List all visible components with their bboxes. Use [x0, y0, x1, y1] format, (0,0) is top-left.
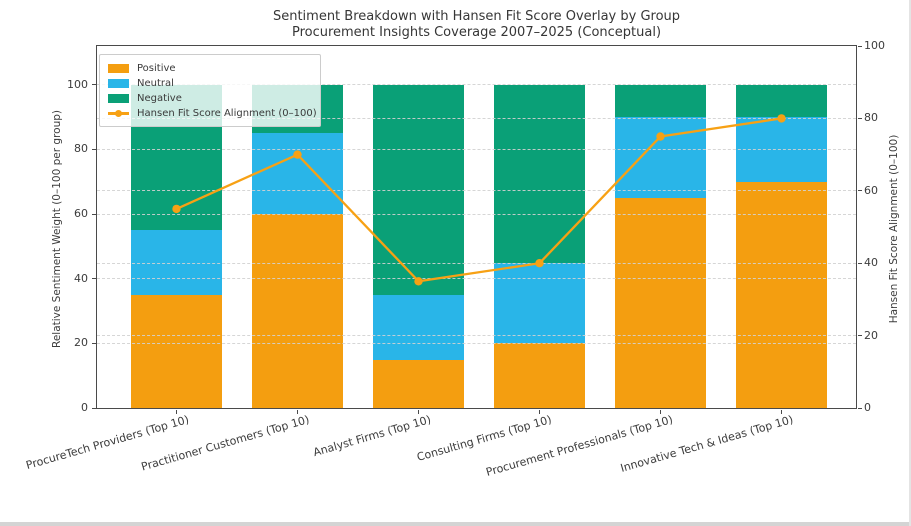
bar-segment-negative: [615, 84, 706, 118]
y-tick-label-left: 80: [74, 142, 88, 156]
hansen-line: [176, 117, 782, 283]
chart-title-block: Sentiment Breakdown with Hansen Fit Scor…: [96, 9, 857, 41]
y-tick-label-left: 20: [74, 336, 88, 350]
gridline: [97, 117, 856, 119]
chart-title: Sentiment Breakdown with Hansen Fit Scor…: [272, 9, 681, 24]
tick-mark: [781, 410, 783, 414]
bar-segment-neutral: [131, 230, 222, 295]
hansen-line-overlay: [172, 114, 786, 286]
tick-mark: [92, 148, 96, 151]
hansen-line-marker: [172, 204, 181, 214]
bar-segment-positive: [736, 181, 827, 408]
tick-mark: [92, 84, 96, 86]
legend-item: Hansen Fit Score Alignment (0–100): [108, 106, 317, 120]
tick-mark: [297, 410, 299, 414]
legend-item: Negative: [108, 91, 312, 105]
hansen-line-marker: [656, 132, 665, 141]
tick-mark: [418, 410, 420, 414]
y-tick-label-left: 40: [74, 271, 88, 285]
hansen-line-marker: [777, 114, 786, 123]
tick-mark: [858, 407, 862, 409]
gridline: [97, 278, 856, 280]
bar-segment-neutral: [494, 262, 585, 344]
tick-mark: [858, 45, 862, 47]
bar-segment-neutral: [252, 133, 343, 215]
y-tick-label-right: 40: [864, 256, 878, 270]
tick-mark: [858, 190, 862, 192]
legend-item: Positive: [108, 61, 312, 75]
tick-mark: [660, 410, 662, 414]
hansen-line-marker: [293, 150, 302, 159]
tick-mark: [539, 410, 541, 414]
bar-segment-positive: [373, 359, 464, 408]
legend-line-marker: [115, 109, 122, 117]
bar-segment-negative: [736, 84, 827, 118]
legend-swatch-line: [108, 109, 129, 118]
hansen-line-marker: [535, 259, 544, 268]
tick-mark: [858, 262, 862, 264]
gridline: [97, 213, 856, 215]
y-tick-label-right: 0: [864, 401, 871, 414]
tick-mark: [92, 407, 96, 409]
right-edge-strip: [909, 0, 911, 526]
legend-swatch-negative: [108, 93, 129, 103]
legend: Positive Neutral Negative Hansen Fit Score …: [99, 54, 321, 127]
gridline: [97, 342, 856, 344]
gridline: [97, 148, 856, 150]
tick-mark: [858, 117, 862, 120]
bar-segment-positive: [615, 197, 706, 408]
bar-segment-positive: [131, 294, 222, 408]
legend-swatch-positive: [108, 63, 129, 73]
tick-mark: [92, 278, 96, 280]
y-tick-label-right: 60: [864, 183, 878, 197]
legend-label: Positive: [137, 62, 176, 74]
y-tick-label-right: 100: [864, 39, 885, 52]
gridlines-layer: [97, 46, 856, 408]
tick-mark: [92, 213, 96, 215]
y-axis-label-right: Hansen Fit Score Alignment (0–100): [888, 134, 900, 324]
y-tick-label-left: 100: [67, 77, 88, 91]
legend-label: Hansen Fit Score Alignment (0–100): [137, 107, 317, 119]
bar-segment-neutral: [373, 294, 464, 360]
y-tick-label-left: 0: [81, 401, 88, 414]
gridline: [97, 262, 856, 264]
bar-segment-negative: [373, 84, 464, 295]
bar-segment-positive: [252, 214, 343, 408]
y-tick-label-right: 80: [864, 111, 878, 125]
gridline: [97, 84, 856, 86]
tick-mark: [176, 410, 178, 414]
legend-label: Neutral: [137, 77, 174, 89]
hansen-line-marker: [414, 277, 423, 286]
bar-segment-neutral: [615, 117, 706, 198]
chart-subtitle: Procurement Insights Coverage 2007–2025 …: [291, 25, 662, 40]
x-tick-label: Analyst Firms (Top 10): [311, 413, 433, 460]
bar-segment-positive: [494, 343, 585, 408]
legend-swatch-neutral: [108, 78, 129, 88]
bottom-edge-strip: [0, 522, 911, 526]
tick-mark: [858, 335, 862, 337]
gridline: [97, 190, 856, 192]
y-tick-label-right: 20: [864, 328, 878, 342]
y-tick-label-left: 60: [74, 207, 88, 221]
legend-label: Negative: [137, 92, 182, 104]
gridline: [97, 335, 856, 337]
tick-mark: [92, 342, 96, 345]
legend-item: Neutral: [108, 76, 312, 90]
